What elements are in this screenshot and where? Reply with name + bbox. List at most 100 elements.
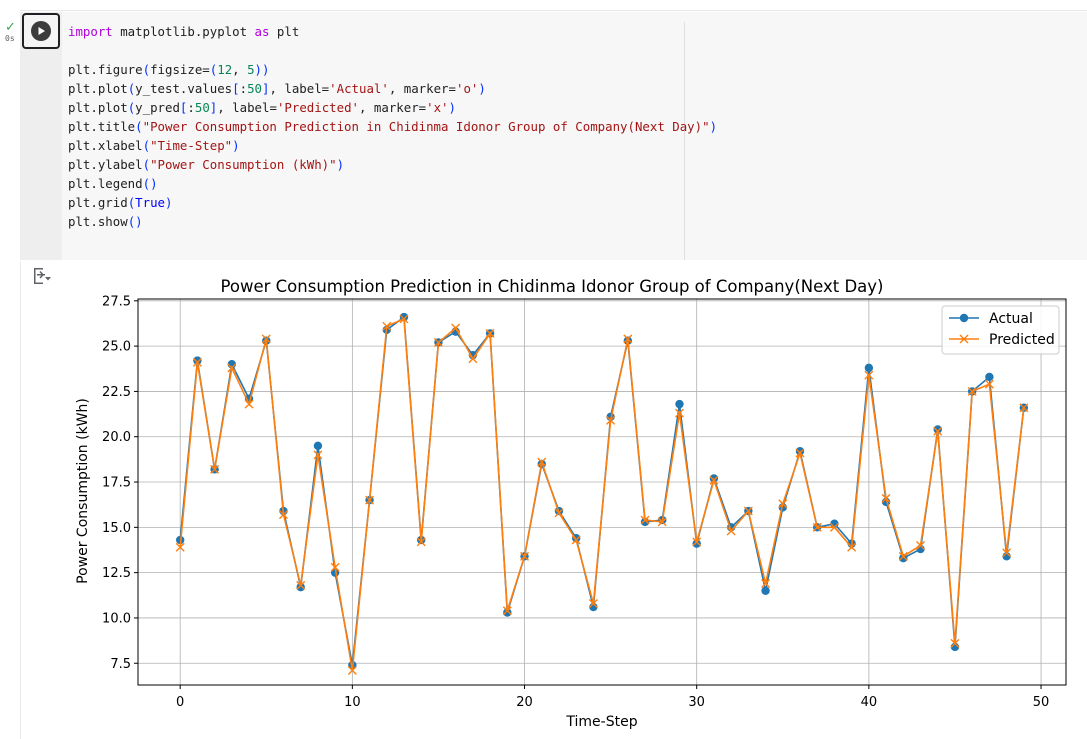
- code-line: plt.title("Power Consumption Prediction …: [68, 117, 717, 136]
- code-token: ,: [232, 62, 248, 77]
- code-token: as: [254, 24, 270, 39]
- data-point: [623, 334, 633, 344]
- code-token: (: [127, 195, 136, 210]
- data-point: [692, 539, 701, 548]
- series-layer: [175, 312, 1029, 675]
- code-line: plt.show(): [68, 212, 717, 231]
- code-token: (): [142, 176, 158, 191]
- code-token: ): [478, 81, 486, 96]
- code-token: ]: [209, 100, 218, 115]
- series-line: [179, 317, 1025, 671]
- data-point: [743, 506, 753, 516]
- data-point: [554, 508, 564, 518]
- code-line: [68, 41, 717, 60]
- data-point: [984, 379, 994, 389]
- code-token: (: [142, 62, 151, 77]
- output-divider: [20, 262, 21, 739]
- code-token: 50: [247, 81, 262, 96]
- code-token: matplotlib.pyplot: [112, 24, 255, 39]
- data-point: [933, 425, 942, 434]
- code-token: (: [135, 119, 143, 134]
- data-point: [330, 568, 340, 577]
- data-point: [244, 399, 254, 409]
- x-axis-label: Time-Step: [565, 714, 637, 730]
- data-point: [1002, 548, 1012, 558]
- code-token: [: [179, 100, 188, 115]
- plot-area: [137, 298, 1067, 686]
- code-token: (: [142, 157, 151, 172]
- data-point: [674, 408, 684, 418]
- code-token: , marker=: [388, 81, 456, 96]
- y-tick-label: 10.0: [102, 611, 131, 626]
- series-predicted: [175, 314, 1029, 675]
- data-point: [606, 415, 616, 425]
- play-icon: [31, 21, 51, 41]
- data-point: [899, 553, 908, 563]
- data-point: [468, 354, 478, 364]
- code-token: ]: [262, 81, 270, 96]
- code-line: plt.grid(True): [68, 193, 717, 212]
- code-line: plt.legend(): [68, 174, 717, 193]
- data-point: [1019, 403, 1029, 413]
- data-point: [365, 495, 375, 505]
- code-token: 50: [194, 100, 210, 115]
- data-point: [520, 551, 530, 561]
- data-point: [812, 522, 822, 532]
- data-point: [950, 638, 960, 648]
- code-token: 'x': [426, 100, 449, 115]
- data-point: [829, 522, 839, 532]
- code-token: , label=: [217, 100, 277, 115]
- data-point: [296, 582, 305, 592]
- data-point: [916, 540, 926, 550]
- code-line: plt.ylabel("Power Consumption (kWh)"): [68, 155, 717, 174]
- code-text[interactable]: import matplotlib.pyplot as plt plt.figur…: [68, 22, 717, 231]
- data-point: [985, 372, 994, 382]
- code-line: plt.xlabel("Time-Step"): [68, 136, 717, 155]
- chart-legend: Actual Predicted: [941, 305, 1060, 355]
- run-cell-button[interactable]: [22, 13, 60, 49]
- data-point: [640, 515, 650, 525]
- data-point: [657, 517, 667, 527]
- code-token: ): [165, 195, 173, 210]
- data-point: [278, 510, 288, 520]
- output-toggle-icon[interactable]: [31, 266, 53, 288]
- data-point: [347, 666, 357, 675]
- data-point: [864, 363, 874, 373]
- code-token: :: [239, 81, 248, 96]
- data-point: [761, 586, 770, 595]
- data-point: [503, 608, 512, 617]
- code-token: (: [142, 138, 151, 153]
- data-point: [399, 314, 409, 324]
- data-point: [502, 606, 512, 616]
- data-point: [210, 464, 220, 474]
- code-token: (: [127, 81, 136, 96]
- data-point: [261, 334, 271, 344]
- data-point: [296, 580, 306, 590]
- y-tick-label: 17.5: [102, 476, 131, 491]
- data-point: [451, 323, 461, 333]
- code-token: :: [187, 100, 195, 115]
- x-tick-label: 0: [176, 695, 184, 710]
- data-point: [847, 542, 857, 552]
- data-point: [485, 328, 495, 338]
- data-point: [192, 357, 202, 367]
- series-line: [179, 315, 1025, 666]
- data-point: [898, 551, 908, 561]
- x-tick-label: 10: [344, 695, 361, 710]
- data-point: [692, 537, 702, 547]
- data-point: [571, 535, 581, 545]
- code-token: "Power Consumption (kWh)": [150, 157, 337, 172]
- code-line: plt.figure(figsize=(12, 5)): [68, 60, 717, 79]
- code-token: (: [127, 100, 136, 115]
- code-token: plt.plot: [68, 81, 128, 96]
- execution-time: 0s: [5, 34, 15, 43]
- data-point: [313, 450, 323, 460]
- code-token: 12: [217, 62, 233, 77]
- data-point: [416, 537, 426, 547]
- code-token: ): [448, 100, 456, 115]
- y-tick-label: 12.5: [102, 566, 131, 581]
- code-token: plt.ylabel: [68, 157, 143, 172]
- code-editor[interactable]: [62, 12, 1087, 260]
- y-axis-label: Power Consumption (kWh): [75, 398, 91, 584]
